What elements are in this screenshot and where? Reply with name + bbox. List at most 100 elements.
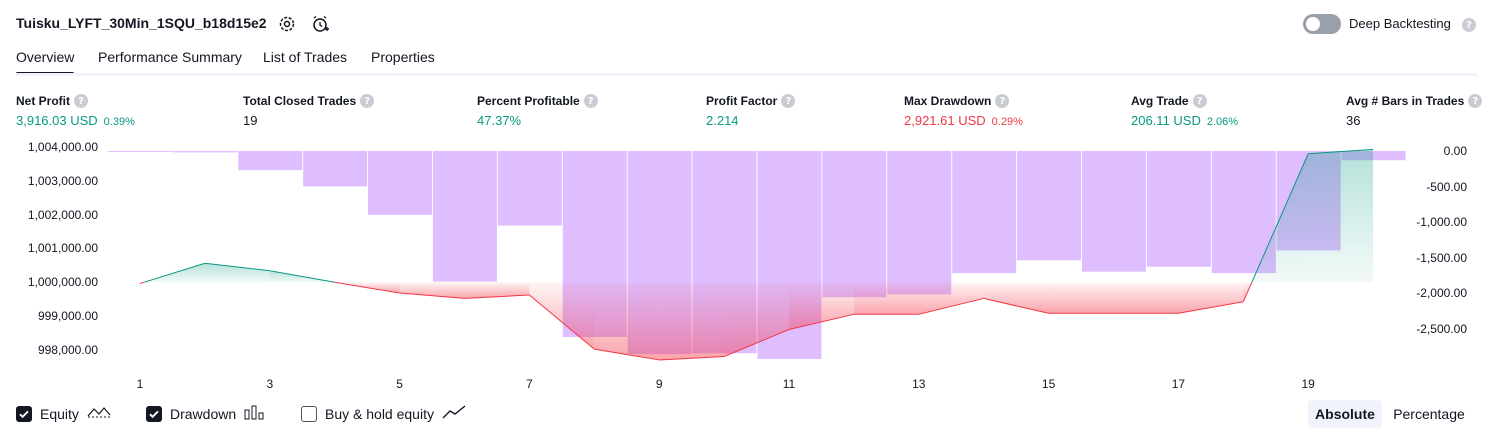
checkbox-unchecked-icon[interactable]: [301, 405, 317, 422]
equity-area-segment: [983, 282, 1049, 314]
info-icon[interactable]: ?: [583, 94, 598, 108]
metric-percent: 0.29%: [991, 116, 1023, 128]
drawdown-bar: [887, 151, 952, 295]
drawdown-bar: [368, 151, 433, 215]
metric-value: 19: [243, 113, 258, 128]
x-axis-tick-label: 7: [526, 377, 533, 391]
left-axis-tick-label: 1,001,000.00: [27, 241, 98, 256]
metric-total-closed-trades: Total Closed Trades? 19: [243, 94, 375, 128]
info-icon[interactable]: ?: [1192, 94, 1207, 108]
metric-percent: 2.06%: [1206, 116, 1239, 128]
metric-avg-trade: Avg Trade? 206.11 USD 2.06%: [1131, 94, 1238, 128]
legend-equity[interactable]: Equity: [16, 404, 111, 423]
left-axis-tick-label: 1,002,000.00: [27, 207, 98, 222]
gear-icon[interactable]: [276, 13, 298, 35]
metric-percent-profitable: Percent Profitable? 47.37%: [477, 94, 598, 128]
drawdown-bar: [1081, 151, 1146, 272]
equity-line-segment: [139, 281, 145, 285]
tab-performance-summary[interactable]: Performance Summary: [98, 49, 242, 65]
left-axis-tick-label: 998,000.00: [37, 342, 98, 357]
equity-area-segment: [918, 282, 984, 315]
left-axis-tick-label: 1,004,000.00: [27, 140, 98, 154]
tab-list-of-trades[interactable]: List of Trades: [263, 49, 348, 65]
x-axis-tick-label: 17: [1171, 377, 1186, 391]
equity-line-segment: [529, 294, 595, 350]
equity-area-segment: [1178, 282, 1244, 314]
checkbox-checked-icon[interactable]: [16, 405, 32, 422]
x-axis-tick-label: 15: [1041, 377, 1056, 391]
metric-avg-bars-in-trades: Avg # Bars in Trades? 36: [1346, 94, 1483, 128]
tab-properties[interactable]: Properties: [371, 49, 435, 65]
info-icon[interactable]: ?: [74, 94, 88, 108]
legend-label: Drawdown: [170, 405, 237, 422]
metric-profit-factor: Profit Factor? 2.214: [706, 94, 796, 128]
drawdown-bar: [952, 151, 1017, 274]
equity-line-segment: [399, 292, 465, 299]
help-icon[interactable]: ?: [1462, 18, 1476, 32]
x-axis-tick-label: 11: [782, 377, 796, 391]
drawdown-bar: [1341, 151, 1406, 161]
deep-backtesting-toggle[interactable]: [1303, 14, 1341, 34]
metric-value: 47.37%: [477, 113, 522, 128]
equity-line: [139, 148, 1374, 361]
x-axis-tick-label: 9: [655, 377, 663, 391]
equity-area-segment: [399, 282, 465, 299]
metric-label: Net Profit: [16, 94, 70, 108]
right-axis-tick-label: -2,000.00: [1416, 286, 1467, 300]
deep-backtesting-label: Deep Backtesting: [1349, 16, 1451, 31]
metric-value: 2,921.61 USD: [904, 113, 986, 128]
info-icon[interactable]: ?: [781, 94, 796, 108]
metric-net-profit: Net Profit? 3,916.03 USD 0.39%: [16, 94, 135, 128]
drawdown-bar: [238, 151, 303, 171]
drawdown-bar: [432, 151, 497, 282]
legend-buy-hold-equity[interactable]: Buy & hold equity: [301, 404, 466, 423]
x-axis-tick-label: 19: [1301, 377, 1315, 391]
drawdown-bar: [1017, 151, 1082, 261]
equity-line-segment: [983, 297, 1049, 314]
drawdown-bar: [173, 151, 238, 153]
metric-label: Total Closed Trades: [243, 94, 357, 108]
equity-area-segment: [853, 282, 919, 315]
drawdown-bar: [303, 151, 368, 187]
equity-area-segment: [659, 282, 725, 360]
info-icon[interactable]: ?: [995, 94, 1010, 108]
drawdown-bar: [108, 151, 173, 152]
equity-area-segment: [1113, 282, 1179, 314]
buy-hold-line-icon: [442, 404, 466, 423]
equity-line-segment: [1178, 301, 1244, 314]
percentage-button[interactable]: Percentage: [1393, 406, 1465, 422]
equity-line-segment: [334, 281, 400, 294]
drawdown-bars-icon: [244, 404, 266, 423]
equity-line-segment: [464, 294, 530, 299]
drawdown-bar: [497, 151, 562, 226]
metric-label: Max Drawdown: [904, 94, 992, 108]
info-icon[interactable]: ?: [360, 94, 375, 108]
equity-area-segment: [529, 282, 595, 350]
metric-value: 3,916.03 USD: [16, 113, 98, 128]
left-axis-tick-label: 1,000,000.00: [27, 275, 98, 290]
equity-area-segment: [724, 282, 789, 357]
info-icon[interactable]: ?: [1468, 94, 1483, 108]
absolute-button[interactable]: Absolute: [1308, 400, 1382, 428]
drawdown-bar: [1146, 151, 1211, 267]
checkbox-checked-icon[interactable]: [146, 405, 162, 422]
metric-value: 2.214: [706, 113, 739, 128]
equity-line-segment: [918, 297, 984, 315]
left-axis-tick-label: 1,003,000.00: [27, 173, 98, 188]
right-axis-tick-label: -500.00: [1426, 179, 1467, 194]
x-axis-tick-label: 13: [912, 377, 926, 391]
metric-value: 206.11 USD: [1131, 113, 1201, 128]
metric-max-drawdown: Max Drawdown? 2,921.61 USD 0.29%: [904, 94, 1023, 128]
legend-drawdown[interactable]: Drawdown: [146, 404, 266, 423]
equity-line-segment: [1242, 281, 1253, 303]
equity-line-segment: [723, 329, 790, 358]
x-axis-tick-label: 5: [396, 377, 403, 391]
metric-label: Profit Factor: [706, 94, 778, 108]
equity-line-segment: [659, 356, 725, 361]
x-axis-tick-label: 1: [136, 377, 144, 391]
right-axis-tick-label: 0.00: [1443, 144, 1467, 158]
legend-label: Equity: [40, 405, 79, 422]
equity-area-segment: [464, 282, 530, 299]
alarm-plus-icon[interactable]: [309, 13, 331, 35]
